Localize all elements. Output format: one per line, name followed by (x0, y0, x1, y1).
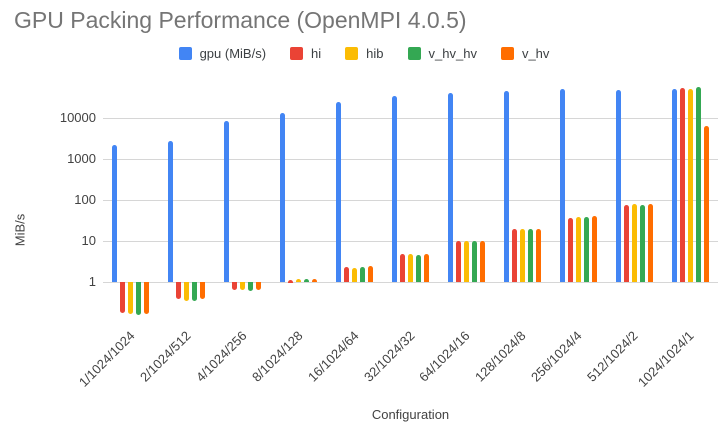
gridline-100 (103, 200, 718, 201)
bar-gpu-mib-s--4-1024-256[interactable] (224, 120, 230, 282)
legend-label: hib (366, 46, 384, 61)
x-tick-label-2-1024-512: 2/1024/512 (136, 328, 194, 385)
bar-hib-1-1024-1024[interactable] (128, 282, 134, 314)
y-tick-label-10: 10 (81, 233, 96, 248)
bar-hib-8-1024-128[interactable] (296, 278, 302, 282)
bar-v-hv-hv-4-1024-256[interactable] (248, 282, 254, 291)
bar-gpu-mib-s--1-1024-1024[interactable] (112, 144, 118, 282)
bar-hi-64-1024-16[interactable] (455, 241, 461, 282)
legend-item-v-hv-hv[interactable]: v_hv_hv (407, 46, 477, 61)
bar-v-hv-128-1024-8[interactable] (535, 228, 541, 282)
bar-hib-2-1024-512[interactable] (184, 282, 190, 301)
y-tick-label-100: 100 (74, 192, 96, 207)
bar-gpu-mib-s--64-1024-16[interactable] (447, 92, 453, 282)
bar-v-hv-hv-1024-1024-1[interactable] (695, 87, 701, 282)
legend-item-hi[interactable]: hi (290, 46, 321, 61)
gridline-1000 (103, 159, 718, 160)
x-tick-label-32-1024-32: 32/1024/32 (360, 328, 418, 385)
bar-hi-4-1024-256[interactable] (232, 282, 238, 290)
bar-v-hv-8-1024-128[interactable] (312, 278, 318, 282)
bar-hib-128-1024-8[interactable] (519, 228, 525, 282)
x-tick-label-64-1024-16: 64/1024/16 (416, 328, 474, 385)
bar-hib-16-1024-64[interactable] (352, 267, 358, 282)
legend-swatch-icon (407, 47, 421, 60)
bar-hib-64-1024-16[interactable] (463, 241, 469, 282)
bar-hi-512-1024-2[interactable] (623, 205, 629, 282)
bar-v-hv-32-1024-32[interactable] (424, 254, 429, 282)
legend-swatch-icon (345, 47, 359, 60)
bar-v-hv-hv-512-1024-2[interactable] (639, 204, 645, 282)
legend-swatch-icon (290, 47, 304, 60)
x-tick-label-4-1024-256: 4/1024/256 (192, 328, 250, 385)
chart-title: GPU Packing Performance (OpenMPI 4.0.5) (14, 7, 467, 33)
bar-v-hv-hv-2-1024-512[interactable] (192, 282, 198, 302)
x-axis-title: Configuration (371, 407, 450, 422)
bar-hi-256-1024-4[interactable] (567, 218, 573, 282)
x-tick-label-256-1024-4: 256/1024/4 (528, 328, 585, 385)
legend-label: v_hv (521, 46, 550, 61)
x-tick-label-16-1024-64: 16/1024/64 (304, 328, 362, 385)
bar-gpu-mib-s--512-1024-2[interactable] (615, 90, 621, 282)
legend-item-gpu-mib-s-[interactable]: gpu (MiB/s) (178, 46, 267, 61)
bar-hib-1024-1024-1[interactable] (687, 89, 693, 282)
bar-gpu-mib-s--32-1024-32[interactable] (392, 96, 397, 282)
bar-v-hv-64-1024-16[interactable] (479, 241, 485, 282)
x-tick-label-8-1024-128: 8/1024/128 (248, 328, 306, 385)
legend-item-hib[interactable]: hib (345, 46, 384, 61)
bar-hi-1-1024-1024[interactable] (120, 282, 126, 313)
bar-hib-4-1024-256[interactable] (240, 282, 246, 291)
bar-v-hv-hv-128-1024-8[interactable] (527, 228, 533, 282)
bar-hib-32-1024-32[interactable] (408, 254, 413, 282)
plot-area (103, 80, 718, 325)
gridline-1 (103, 282, 718, 283)
y-tick-label-10000: 10000 (59, 110, 96, 125)
bar-v-hv-256-1024-4[interactable] (591, 216, 597, 282)
bar-hi-1024-1024-1[interactable] (679, 87, 685, 282)
bar-gpu-mib-s--128-1024-8[interactable] (503, 91, 509, 282)
bar-gpu-mib-s--1024-1024-1[interactable] (671, 88, 677, 282)
bar-v-hv-hv-256-1024-4[interactable] (583, 217, 589, 282)
bar-hi-8-1024-128[interactable] (288, 279, 294, 283)
x-tick-label-1024-1024-1: 1024/1024/1 (634, 328, 697, 390)
bar-gpu-mib-s--2-1024-512[interactable] (168, 141, 174, 282)
bar-v-hv-hv-1-1024-1024[interactable] (136, 282, 142, 315)
bar-v-hv-2-1024-512[interactable] (200, 282, 206, 300)
bar-v-hv-hv-16-1024-64[interactable] (360, 267, 366, 282)
legend-label: hi (311, 46, 322, 61)
bar-hi-128-1024-8[interactable] (511, 228, 517, 282)
legend-label: v_hv_hv (428, 46, 477, 61)
legend: gpu (MiB/s) hi hib v_hv_hv v_hv (0, 46, 728, 61)
legend-swatch-icon (178, 47, 192, 60)
bar-hib-512-1024-2[interactable] (631, 203, 637, 282)
bar-gpu-mib-s--8-1024-128[interactable] (280, 113, 286, 282)
bar-v-hv-hv-64-1024-16[interactable] (471, 241, 477, 282)
bar-hi-16-1024-64[interactable] (344, 267, 350, 282)
bar-v-hv-hv-32-1024-32[interactable] (416, 254, 421, 282)
bar-gpu-mib-s--16-1024-64[interactable] (336, 102, 342, 282)
bar-v-hv-1-1024-1024[interactable] (144, 282, 150, 314)
bar-v-hv-4-1024-256[interactable] (256, 282, 262, 290)
x-tick-label-128-1024-8: 128/1024/8 (472, 328, 529, 385)
y-tick-label-1: 1 (88, 274, 96, 289)
y-axis-title: MiB/s (12, 213, 28, 247)
bar-v-hv-1024-1024-1[interactable] (703, 125, 709, 282)
bar-gpu-mib-s--256-1024-4[interactable] (559, 89, 565, 282)
bar-v-hv-hv-8-1024-128[interactable] (304, 278, 310, 282)
legend-swatch-icon (500, 47, 514, 60)
bar-v-hv-16-1024-64[interactable] (368, 266, 374, 282)
y-tick-label-1000: 1000 (67, 151, 96, 166)
gridline-10 (103, 241, 718, 242)
bar-hi-32-1024-32[interactable] (400, 254, 405, 282)
bar-hi-2-1024-512[interactable] (176, 282, 182, 300)
legend-label: gpu (MiB/s) (199, 46, 267, 61)
x-tick-label-1-1024-1024: 1/1024/1024 (75, 328, 138, 390)
x-tick-label-512-1024-2: 512/1024/2 (584, 328, 641, 385)
bar-hib-256-1024-4[interactable] (575, 217, 581, 282)
gridline-10000 (103, 118, 718, 119)
legend-item-v-hv[interactable]: v_hv (500, 46, 550, 61)
bar-v-hv-512-1024-2[interactable] (647, 204, 653, 282)
